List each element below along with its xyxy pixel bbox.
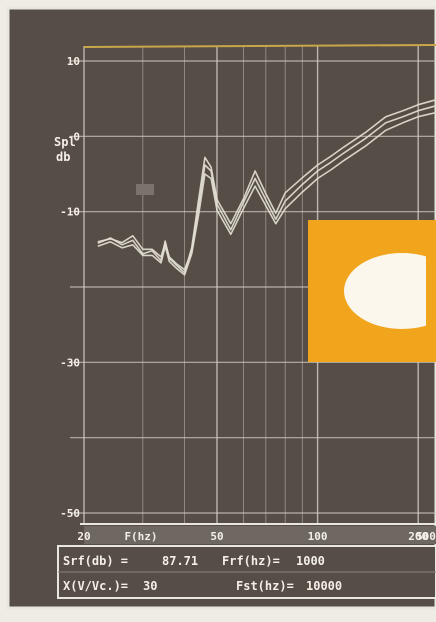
- xvoc-label: X(V/Vc.)=: [63, 579, 128, 593]
- x-tick-label: 500: [416, 530, 436, 543]
- fst-label: Fst(hz)=: [236, 579, 294, 593]
- logo-white-shape: [344, 253, 436, 329]
- x-axis-label-band: [84, 526, 436, 544]
- response-trace-2: [97, 104, 436, 271]
- small-marker: [136, 184, 154, 195]
- y-tick-label: 10: [67, 55, 80, 68]
- y-tick-label: -10: [60, 206, 80, 219]
- y-axis-tick-labels: 10 0 -10 -30 -50: [60, 55, 80, 520]
- y-tick-label: 0: [73, 130, 80, 143]
- response-trace-3: [97, 111, 436, 276]
- xvoc-value: 30: [143, 579, 157, 593]
- logo-orange-bar: [426, 252, 436, 330]
- y-axis-label-top: Spl: [54, 135, 76, 149]
- frf-value: 1000: [296, 554, 325, 568]
- x-tick-label: 100: [308, 530, 328, 543]
- screen-frame: [6, 6, 436, 610]
- fst-value: 10000: [306, 579, 342, 593]
- response-traces: [97, 98, 436, 276]
- y-tick-label: -50: [60, 507, 80, 520]
- frf-label: Frf(hz)=: [222, 554, 280, 568]
- y-tick-label: -30: [60, 356, 80, 369]
- y-axis-label-bottom: db: [56, 150, 70, 164]
- logo-badge: [308, 220, 436, 362]
- x-tick-label: 50: [210, 530, 223, 543]
- srf-value: 87.71: [162, 554, 198, 568]
- x-axis-label: F(hz): [124, 530, 157, 543]
- x-tick-label: 20: [77, 530, 90, 543]
- x-tick-label: 200: [408, 530, 428, 543]
- srf-label: Srf(db) =: [63, 554, 128, 568]
- top-reference-line: [83, 44, 436, 48]
